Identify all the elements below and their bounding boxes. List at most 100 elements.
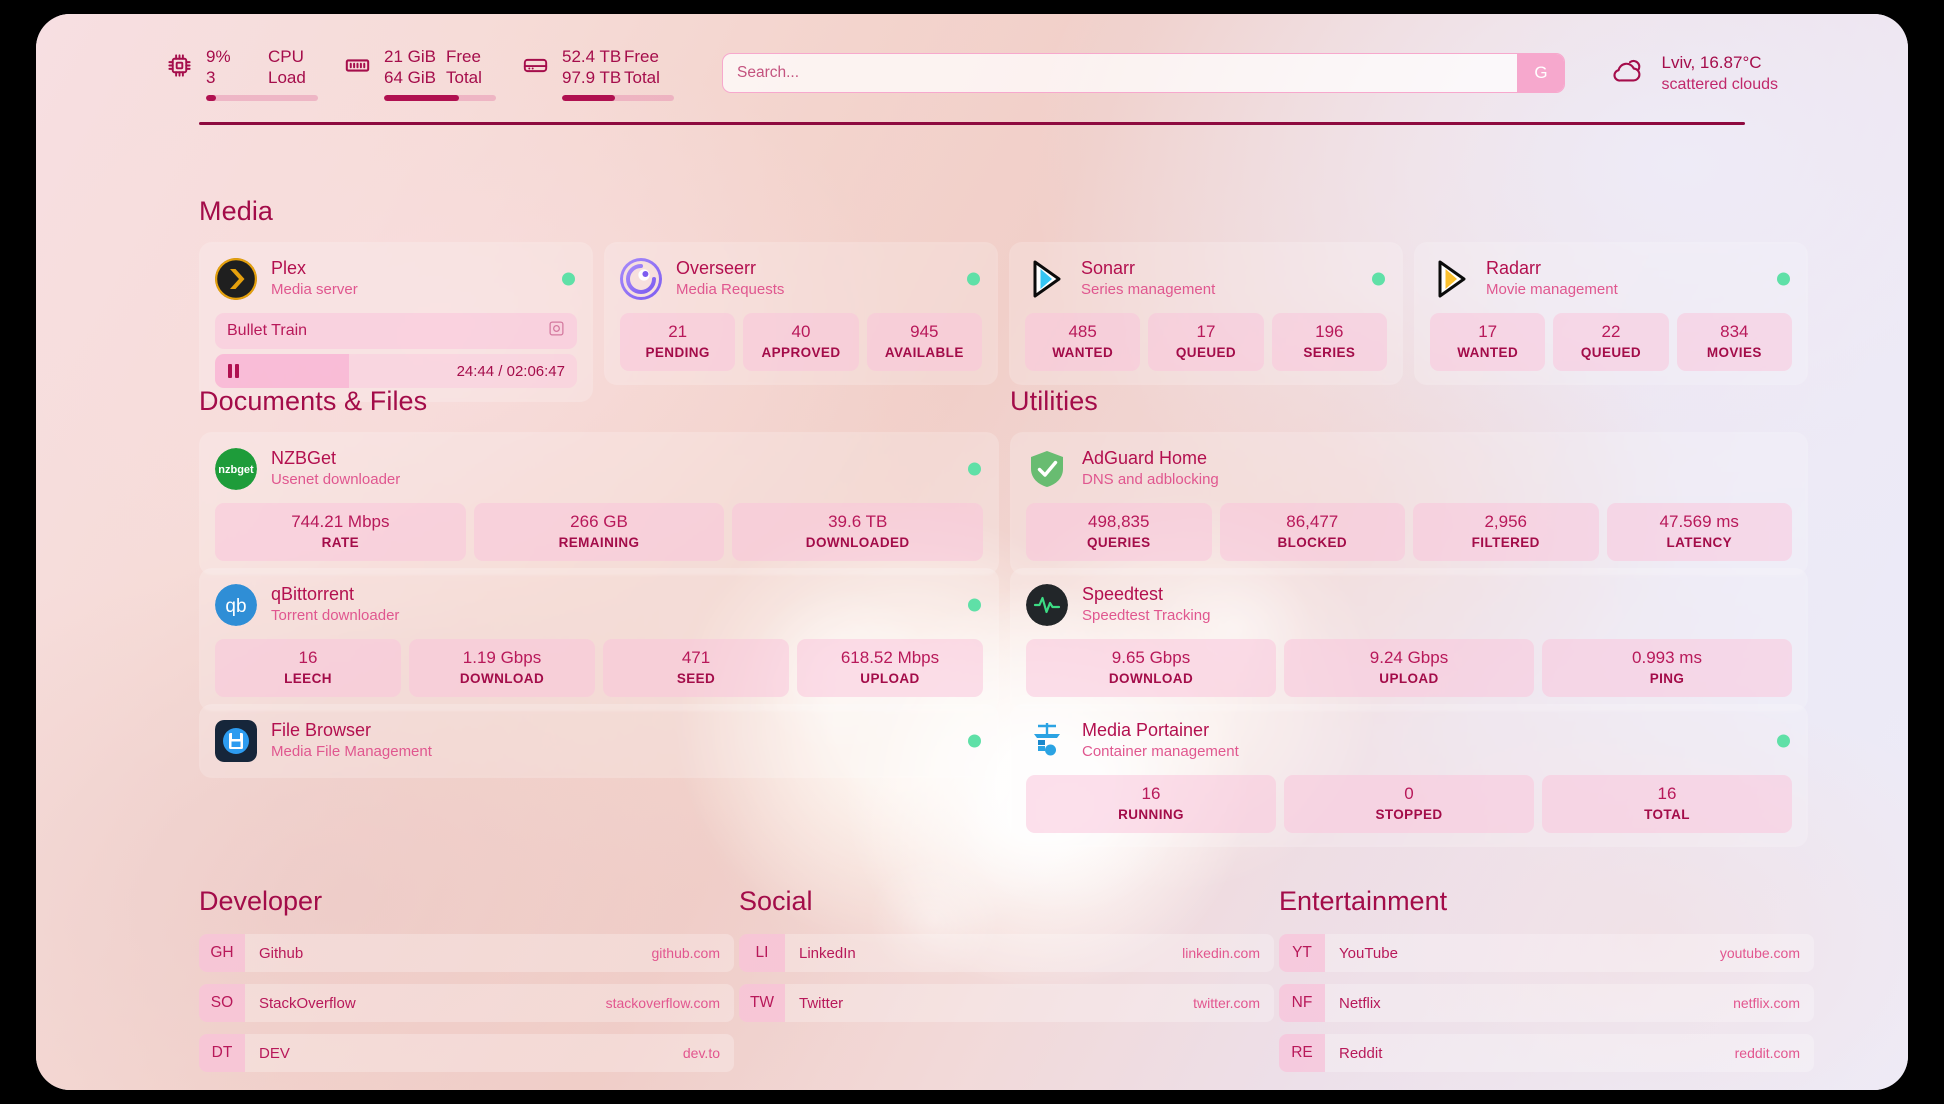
bookmark-name: StackOverflow xyxy=(259,994,356,1012)
now-playing-progress-bar[interactable]: 24:44 / 02:06:47 xyxy=(215,354,577,388)
app-subtitle: Speedtest Tracking xyxy=(1082,607,1211,624)
bookmark-item[interactable]: RE Reddit reddit.com xyxy=(1279,1034,1814,1072)
bookmark-group-developer: Developer GH Github github.com SO StackO… xyxy=(199,886,734,1084)
app-card-sonarr[interactable]: Sonarr Series management 485 WANTED 17 Q… xyxy=(1009,242,1403,385)
bookmark-group-social: Social LI LinkedIn linkedin.com TW Twitt… xyxy=(739,886,1274,1034)
stat-value: 744.21 Mbps xyxy=(291,512,390,531)
bookmark-abbr: NF xyxy=(1279,984,1325,1022)
app-card-media-portainer[interactable]: Media Portainer Container management 16 … xyxy=(1010,704,1808,847)
search-bar[interactable]: G xyxy=(722,53,1566,93)
cpu-icon xyxy=(166,52,193,84)
status-indicator-online xyxy=(968,734,981,747)
bookmark-abbr: RE xyxy=(1279,1034,1325,1072)
utilities-section-title: Utilities xyxy=(1010,386,1098,416)
stat-value: 196 xyxy=(1315,322,1344,341)
app-subtitle: Media server xyxy=(271,281,358,298)
app-card-radarr[interactable]: Radarr Movie management 17 WANTED 22 QUE… xyxy=(1414,242,1808,385)
stat-value: 16 xyxy=(1141,784,1161,803)
disk-usage-bar xyxy=(562,94,674,101)
app-subtitle: Usenet downloader xyxy=(271,471,401,488)
bookmark-item[interactable]: DT DEV dev.to xyxy=(199,1034,734,1072)
stat-label: SEED xyxy=(676,671,716,686)
stat-value: 40 xyxy=(791,322,811,341)
app-subtitle: Torrent downloader xyxy=(271,607,400,624)
stat-value: 39.6 TB xyxy=(828,512,888,531)
disk-value-bottom: 97.9 TB xyxy=(562,67,622,87)
stat-tile: 834 MOVIES xyxy=(1676,313,1792,371)
status-indicator-online xyxy=(967,272,980,285)
status-indicator-online xyxy=(968,462,981,475)
stat-value: 17 xyxy=(1196,322,1216,341)
portainer-icon xyxy=(1026,720,1068,762)
stat-value: 266 GB xyxy=(570,512,628,531)
bookmark-item[interactable]: SO StackOverflow stackoverflow.com xyxy=(199,984,734,1022)
bookmark-item[interactable]: LI LinkedIn linkedin.com xyxy=(739,934,1274,972)
bookmark-name: Netflix xyxy=(1339,994,1381,1012)
cloud-icon xyxy=(1609,56,1647,91)
cpu-usage-bar xyxy=(206,94,318,101)
app-card-nzbget[interactable]: nzbget NZBGet Usenet downloader 744.21 M… xyxy=(199,432,999,575)
stat-label: DOWNLOADED xyxy=(805,535,910,550)
now-playing-title-bar: Bullet Train xyxy=(215,313,577,349)
stat-tile: 9.24 Gbps UPLOAD xyxy=(1284,639,1534,697)
app-card-plex[interactable]: Plex Media server Bullet Train 24:44 / 0… xyxy=(199,242,593,402)
app-card-speedtest[interactable]: Speedtest Speedtest Tracking 9.65 Gbps D… xyxy=(1010,568,1808,711)
stat-tile: 21 PENDING xyxy=(620,313,736,371)
search-submit-button[interactable]: G xyxy=(1517,54,1565,92)
bookmark-item[interactable]: TW Twitter twitter.com xyxy=(739,984,1274,1022)
app-subtitle: Media File Management xyxy=(271,743,432,760)
bookmark-name: YouTube xyxy=(1339,944,1398,962)
cpu-value-top: 9% xyxy=(206,46,231,66)
app-name: Sonarr xyxy=(1081,258,1136,278)
stat-label: RUNNING xyxy=(1118,807,1184,822)
utilities-section-title-wrap: Utilities xyxy=(1010,386,1098,417)
status-indicator-online xyxy=(1372,272,1385,285)
bookmark-item[interactable]: YT YouTube youtube.com xyxy=(1279,934,1814,972)
app-card-file-browser[interactable]: File Browser Media File Management xyxy=(199,704,999,778)
disk-value-top: 52.4 TB xyxy=(562,46,622,66)
app-subtitle: DNS and adblocking xyxy=(1082,471,1219,488)
app-name: AdGuard Home xyxy=(1082,448,1208,468)
stat-value: 1.19 Gbps xyxy=(462,648,542,667)
app-card-adguard-home[interactable]: AdGuard Home DNS and adblocking 498,835 … xyxy=(1010,432,1808,575)
stat-tile: 40 APPROVED xyxy=(743,313,859,371)
bookmark-item[interactable]: NF Netflix netflix.com xyxy=(1279,984,1814,1022)
stat-tile: 2,956 FILTERED xyxy=(1413,503,1599,561)
app-name: Media Portainer xyxy=(1082,720,1210,740)
stat-value: 86,477 xyxy=(1286,512,1339,531)
bookmark-item[interactable]: GH Github github.com xyxy=(199,934,734,972)
stat-tile: 16 RUNNING xyxy=(1026,775,1276,833)
stat-value: 9.24 Gbps xyxy=(1369,648,1449,667)
bookmark-url: netflix.com xyxy=(1733,995,1800,1011)
app-name: Overseerr xyxy=(676,258,757,278)
stat-label: MOVIES xyxy=(1706,345,1762,360)
file-browser-icon xyxy=(215,719,257,762)
stat-label: LATENCY xyxy=(1666,535,1733,550)
ram-value-top: 21 GiB xyxy=(384,46,436,66)
sonarr-icon xyxy=(1025,258,1067,300)
cast-icon[interactable] xyxy=(548,320,565,342)
app-card-qbittorrent[interactable]: qb qBittorrent Torrent downloader 16 LEE… xyxy=(199,568,999,711)
bookmark-name: LinkedIn xyxy=(799,944,856,962)
stat-label: QUEUED xyxy=(1580,345,1642,360)
bookmark-url: youtube.com xyxy=(1719,945,1800,961)
stat-value: 2,956 xyxy=(1484,512,1528,531)
weather-widget[interactable]: Lviv, 16.87°C scattered clouds xyxy=(1609,52,1778,95)
stat-value: 21 xyxy=(668,322,688,341)
stat-value: 9.65 Gbps xyxy=(1111,648,1191,667)
stat-value: 16 xyxy=(298,648,318,667)
stat-label: LEECH xyxy=(284,671,332,686)
ram-usage-bar xyxy=(384,94,496,101)
stat-tile: 0 STOPPED xyxy=(1284,775,1534,833)
cpu-label-top: CPU xyxy=(268,46,304,66)
weather-location-temp: Lviv, 16.87°C xyxy=(1661,52,1762,72)
nzbget-icon: nzbget xyxy=(215,447,257,490)
stat-value: 47.569 ms xyxy=(1659,512,1739,531)
app-card-overseerr[interactable]: Overseerr Media Requests 21 PENDING 40 A… xyxy=(604,242,998,385)
pause-icon[interactable] xyxy=(228,364,239,378)
stat-label: PING xyxy=(1649,671,1685,686)
stat-label: REMAINING xyxy=(558,535,640,550)
bookmark-group-entertainment: Entertainment YT YouTube youtube.com NF … xyxy=(1279,886,1814,1084)
search-input[interactable] xyxy=(723,54,1518,92)
header-divider xyxy=(199,122,1745,125)
